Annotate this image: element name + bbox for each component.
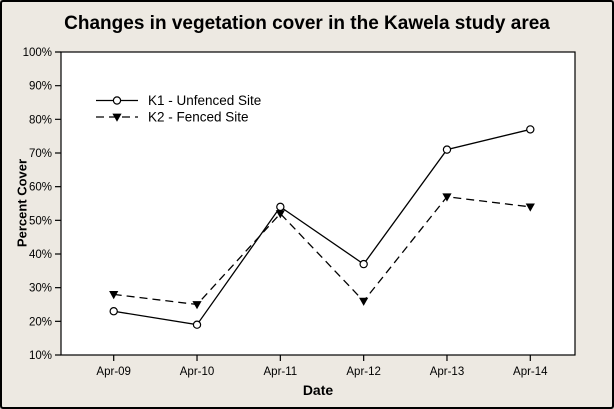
x-tick-label: Apr-10 bbox=[180, 366, 215, 378]
legend-marker-triangle-down-icon bbox=[112, 113, 122, 122]
data-point-open-circle-icon bbox=[276, 202, 285, 212]
y-tick-label: 10% bbox=[29, 350, 52, 362]
y-tick-label: 100% bbox=[23, 47, 52, 59]
data-point-triangle-down-icon bbox=[442, 193, 452, 202]
data-point-open-circle-icon bbox=[442, 145, 452, 154]
plot-frame bbox=[60, 51, 576, 356]
data-point-triangle-down-icon bbox=[359, 297, 369, 306]
series-line-1 bbox=[113, 128, 531, 326]
x-tick-label: Apr-14 bbox=[513, 366, 548, 378]
data-point-triangle-down-icon bbox=[192, 301, 202, 310]
y-tick-label: 20% bbox=[29, 316, 52, 328]
y-tick-label: 50% bbox=[29, 215, 52, 227]
y-tick-label: 80% bbox=[29, 114, 52, 126]
data-point-open-circle-icon bbox=[109, 307, 118, 316]
y-tick-label: 60% bbox=[29, 182, 52, 194]
x-axis-title: Date bbox=[302, 382, 334, 398]
y-tick-label: 70% bbox=[29, 148, 52, 160]
data-point-triangle-down-icon bbox=[109, 291, 119, 300]
data-point-open-circle-icon bbox=[359, 259, 368, 269]
y-tick-label: 90% bbox=[29, 81, 52, 93]
legend-marker-open-circle-icon bbox=[112, 96, 122, 105]
legend-label: K1 - Unfenced Site bbox=[148, 93, 261, 108]
series-line-2 bbox=[113, 196, 531, 306]
y-tick-label: 30% bbox=[29, 283, 52, 295]
x-tick-label: Apr-12 bbox=[346, 366, 381, 378]
data-point-triangle-down-icon bbox=[275, 210, 285, 219]
x-tick-label: Apr-11 bbox=[264, 366, 298, 378]
chart-title: Changes in vegetation cover in the Kawel… bbox=[64, 13, 550, 34]
data-point-open-circle-icon bbox=[526, 125, 535, 134]
x-tick-label: Apr-09 bbox=[96, 366, 131, 378]
legend-label: K2 - Fenced Site bbox=[148, 110, 249, 125]
data-point-triangle-down-icon bbox=[525, 203, 535, 212]
x-tick-label: Apr-13 bbox=[430, 366, 465, 378]
y-tick-label: 40% bbox=[29, 249, 52, 261]
data-point-open-circle-icon bbox=[192, 320, 202, 329]
